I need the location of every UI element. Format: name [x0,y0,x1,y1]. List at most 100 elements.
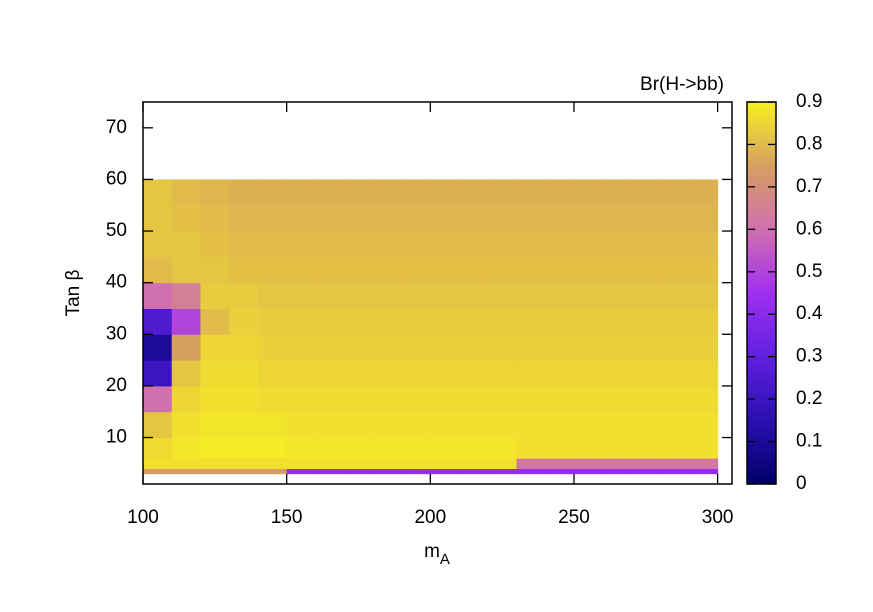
heat-cell [660,360,690,387]
heat-cell [573,360,604,387]
heat-cell [372,282,403,309]
heat-cell [372,468,403,475]
heat-cell [257,231,288,258]
heat-cell [688,385,719,413]
heat-cell [372,231,403,258]
heat-cell [200,458,230,470]
heat-cell [229,231,259,258]
heat-cell [688,231,719,258]
heat-cell [200,468,230,475]
heat-cell [688,205,719,232]
heat-cell [344,334,374,361]
heat-cell [545,458,575,470]
heat-cell [344,360,374,387]
heat-cell [372,385,403,413]
heat-cell [545,308,575,335]
colorbar-frame [746,101,777,485]
heat-cell [573,385,604,413]
heat-cell [286,308,316,335]
heat-cell [631,458,661,470]
colorbar-tick-label: 0.5 [796,261,822,282]
heat-cell [200,231,230,258]
heat-cell [344,256,374,284]
heat-cell [602,334,632,361]
heat-cell [660,231,690,258]
heat-cell [286,282,316,309]
heat-cell [631,231,661,258]
heat-cell [573,468,604,475]
heat-cell [459,179,489,206]
heat-cell [430,385,460,413]
heat-cell [315,205,345,232]
heat-cell [459,468,489,475]
heat-cell [344,458,374,470]
heat-cell [401,231,431,258]
heat-cell [660,437,690,459]
heat-cell [315,308,345,335]
heat-cell [487,411,518,439]
heat-cell [401,360,431,387]
heat-cell [257,458,288,470]
heat-cell [401,256,431,284]
heat-cell [430,308,460,335]
heat-cell [200,282,230,309]
heat-cell [372,334,403,361]
heat-cell [171,231,201,258]
heat-cell [545,468,575,475]
heat-cell [286,360,316,387]
heat-cell [573,256,604,284]
heat-cell [430,437,460,459]
heat-cell [631,256,661,284]
heat-cell [143,385,173,413]
heat-cell [487,385,518,413]
heat-cell [229,385,259,413]
heat-cell [229,437,259,459]
heat-cell [401,334,431,361]
heat-cell [602,256,632,284]
heat-cell [171,458,201,470]
heat-cell [171,437,201,459]
heat-cell [516,308,546,335]
heat-cell [344,205,374,232]
heat-cell [459,308,489,335]
heat-cell [487,468,518,475]
heat-cell [372,308,403,335]
heat-cell [229,360,259,387]
heat-cell [602,437,632,459]
heat-cell [229,334,259,361]
colorbar-tick-label: 0.2 [796,388,822,409]
heat-cell [631,334,661,361]
heat-cell [516,437,546,459]
heat-cell [315,437,345,459]
heat-cell [229,282,259,309]
heat-cell [200,411,230,439]
heat-cell [631,411,661,439]
heat-cell [660,282,690,309]
y-tick-label: 70 [106,117,127,138]
heat-cell [459,437,489,459]
x-tick-label: 150 [271,507,303,528]
heat-cell [688,282,719,309]
heat-cell [545,205,575,232]
heat-cell [516,411,546,439]
heat-cell [143,179,173,206]
heat-cell [372,179,403,206]
heat-cell [545,256,575,284]
heat-cell [401,411,431,439]
heat-cell [171,360,201,387]
plot-frame [142,101,733,485]
heat-cell [143,458,173,470]
heat-cell [688,411,719,439]
heat-cell [430,256,460,284]
heat-cell [315,468,345,475]
heat-cell [229,308,259,335]
heat-cell [487,308,518,335]
heat-cell [143,282,173,309]
heat-cell [286,205,316,232]
heat-cell [171,385,201,413]
heat-cell [573,308,604,335]
heat-cell [516,360,546,387]
heat-cell [430,334,460,361]
heat-cell [257,282,288,309]
